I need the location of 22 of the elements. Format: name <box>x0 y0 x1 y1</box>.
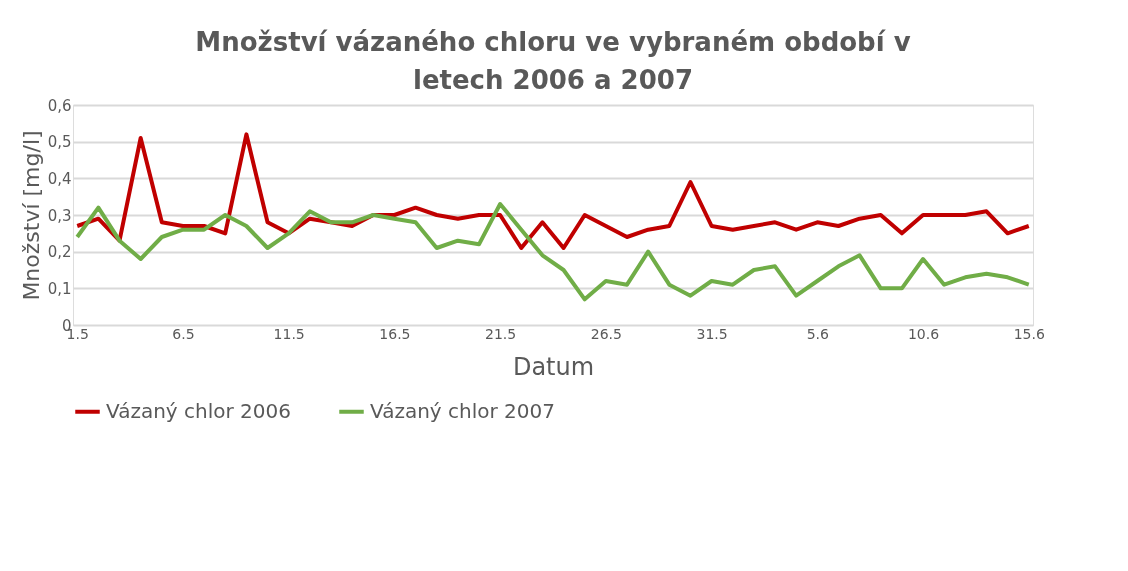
y-tick-label: 0,3 <box>47 206 72 225</box>
y-tick-label: 0,5 <box>47 133 72 152</box>
x-tick-label: 15.6 <box>1013 325 1045 342</box>
x-tick-label: 21.5 <box>485 325 517 342</box>
x-tick-label: 5.6 <box>806 325 830 342</box>
legend-label: Vázaný chlor 2006 <box>106 398 291 423</box>
y-axis-title: Množství [mg/l] <box>18 130 44 301</box>
x-tick-label: 16.5 <box>379 325 411 342</box>
x-axis-title: Datum <box>512 352 595 381</box>
x-tick-label: 26.5 <box>590 325 622 342</box>
line-series <box>75 202 1031 302</box>
y-tick-label: 0,4 <box>47 169 72 188</box>
x-tick-label: 6.5 <box>172 325 195 342</box>
y-tick-label: 0,6 <box>47 96 72 115</box>
legend-label: Vázaný chlor 2007 <box>370 398 555 423</box>
y-tick-label: 0,2 <box>47 243 72 262</box>
x-tick-label: 10.6 <box>907 325 940 342</box>
y-tick-label: 0,1 <box>47 279 72 298</box>
chart-title: Množství vázaného chloru ve vybraném období v letech 2006 a 2007 <box>195 27 911 95</box>
line-series <box>75 132 1031 250</box>
x-tick-label: 11.5 <box>273 325 305 342</box>
x-tick-label: 31.5 <box>696 325 728 342</box>
